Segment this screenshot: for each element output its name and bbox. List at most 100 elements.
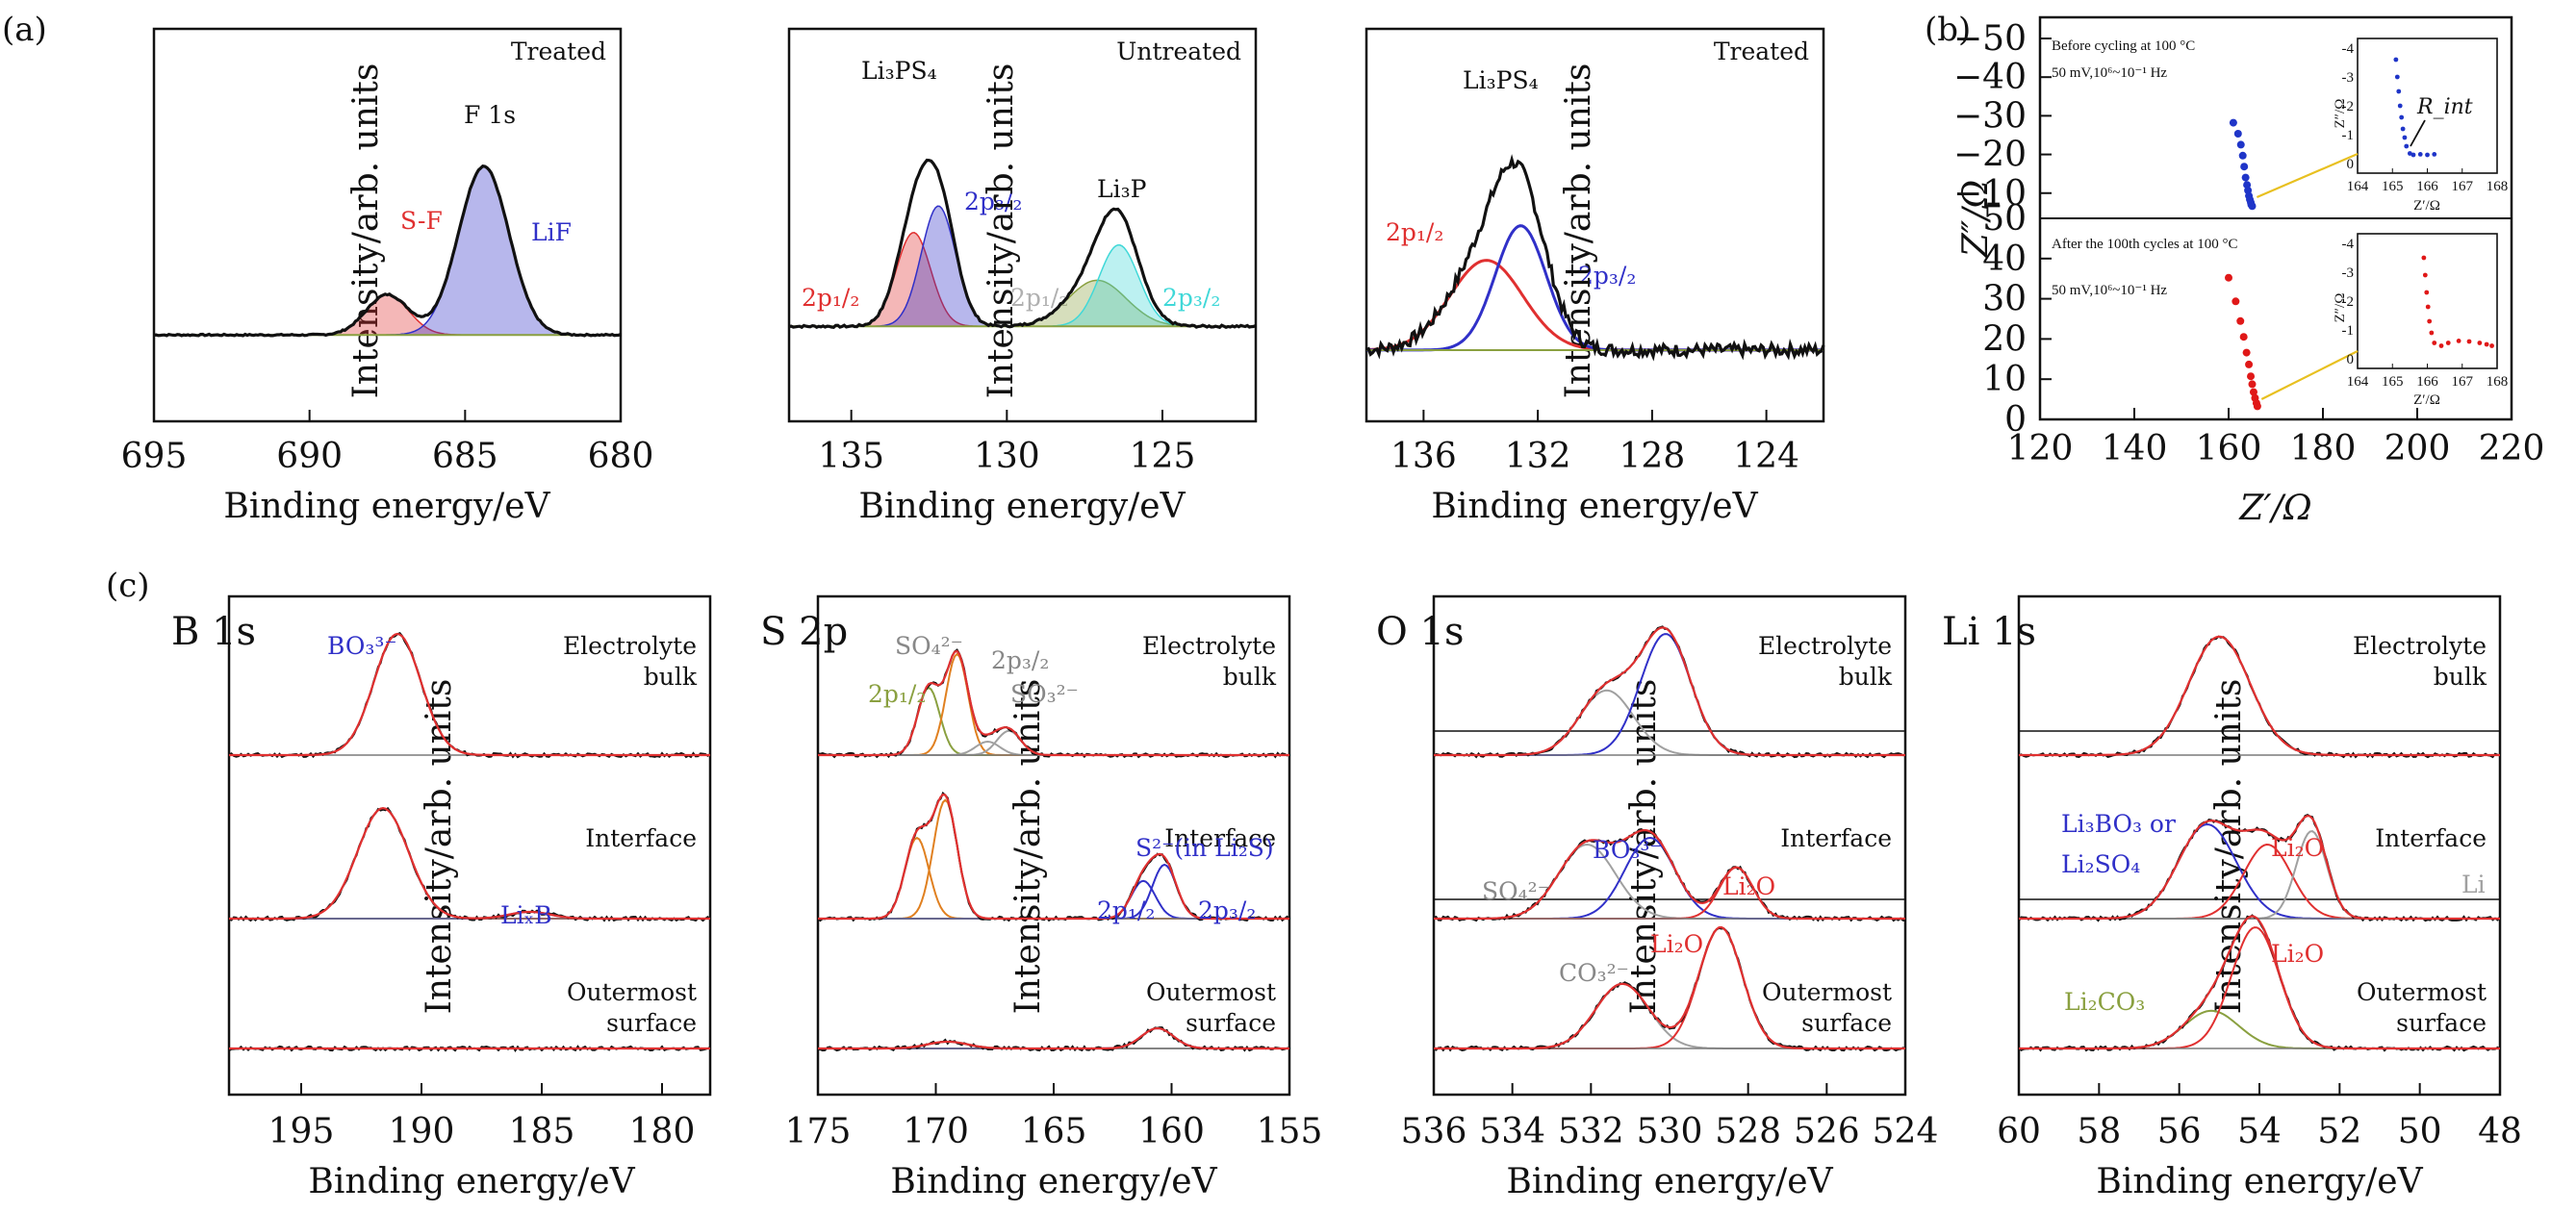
y-tick-label-bottom: 0 [2004,400,2027,440]
inset-y-tick-label: -2 [2342,294,2355,310]
y-axis-label: Intensity/arb. units [346,63,386,399]
peak-annotation: S²⁻(in Li₂S) [1135,834,1274,862]
fit-peak-0-0 [1434,689,1905,756]
peak-annotation: SO₄²⁻ [1482,877,1550,905]
x-tick-label: 190 [389,1112,455,1151]
inset-point [2422,272,2428,278]
layer-label: bulk [644,663,698,691]
y-axis-label: Intensity/arb. units [420,679,459,1015]
y-tick-label-top: −50 [1953,19,2027,59]
panel-label-b: (b) [1925,11,1971,49]
inset-x-tick-label: 166 [2416,374,2438,390]
peak-label-2p32: 2p₃/₂ [964,188,1022,215]
plot-frame [1365,27,1825,423]
inset-point [2438,343,2444,348]
inset-point [2466,339,2472,344]
inset-point [2489,343,2494,348]
inset-y-tick-label: -1 [2342,323,2355,339]
x-tick-label: 128 [1620,437,1686,476]
fit-peak-0-2 [818,729,1289,756]
inset-y-tick-label: -2 [2342,99,2355,114]
x-tick-label: 195 [268,1112,335,1151]
layer-label: bulk [1839,663,1893,691]
chart-c2: S 2p Intensity/arb. units Binding energy… [760,594,1322,1201]
peak-label-2p12: 2p₁/₂ [802,284,859,312]
inset-y-tick-label: 0 [2347,352,2355,367]
eis-point-after [2232,297,2240,306]
eis-point-before [2241,173,2250,182]
eis-point-before [2236,140,2245,149]
fit-peak-0-3 [818,740,1289,756]
envelope-line [153,164,622,338]
inset-x-label: Z′/Ω [2413,198,2440,214]
rint-annotation: R_int [2416,95,2473,119]
inset-point [2424,290,2430,295]
peak-annotation: Li₂SO₄ [2061,850,2140,878]
inset-x-tick-label: 167 [2452,179,2474,194]
layer-label: Electrolyte [2353,632,2487,660]
inset-y-label: Z″/Ω [2333,99,2348,129]
peak-annotation: Li₃BO₃ or [2061,810,2176,838]
plot-frame [787,27,1258,423]
chart-title: S 2p [760,610,848,654]
inset-y-tick-label: -4 [2342,237,2355,252]
layer-label: Outermost [567,978,697,1006]
x-tick-label: 690 [276,437,343,476]
chart-a3: Treated Li₃PS₄ 2p₁/₂ 2p₃/₂ Intensity/arb… [1365,27,1825,526]
eis-point-after [2245,360,2254,368]
x-axis-label: Binding energy/eV [1506,1162,1833,1201]
x-tick-label: 140 [2102,429,2168,468]
inset-point [2445,341,2451,345]
inset-point [2421,255,2427,261]
inset-x-tick-label: 168 [2487,374,2509,390]
inset-y-tick-label: -3 [2342,265,2355,281]
layer-label: surface [1186,1009,1276,1037]
inset-y-tick-label: -3 [2342,70,2355,86]
x-tick-label: 54 [2237,1112,2282,1151]
inset-point [2456,339,2461,343]
eis-point-before [2240,163,2249,171]
inset-frame-after [2357,233,2498,369]
peak-label-li3ps4: Li₃PS₄ [1463,66,1539,94]
series-label-before: Before cycling at 100 °C [2052,38,2195,54]
y-tick-label-top: −40 [1953,58,2027,97]
layer-label: surface [2396,1009,2487,1037]
x-tick-label: 165 [1021,1112,1087,1151]
inset-point [2394,74,2400,80]
x-axis-label: Binding energy/eV [308,1162,635,1201]
fit-sum-line [2019,915,2500,1050]
y-tick-label-bottom: 50 [1982,199,2027,239]
fit-sum-line [818,793,1289,921]
peak-label-s-f: S-F [400,207,443,235]
peak-annotation: BO₃³⁻ [327,632,397,660]
layer-label: Outermost [1146,978,1276,1006]
chart-c4: Li 1s Intensity/arb. units Binding energ… [1942,594,2522,1201]
peak-label-li3p: Li₃P [1097,175,1146,203]
envelope-line [1365,154,1825,362]
inset-point [2425,304,2431,310]
inset-frame-before [2357,38,2498,174]
eis-point-after [2242,348,2251,357]
chart-title: O 1s [1376,610,1464,654]
inset-point [2429,330,2435,336]
eis-point-after [2248,380,2257,389]
chart-a2: Untreated Li₃PS₄ Li₃P 2p₁/₂ 2p₃/₂ 2p₁/₂ … [787,27,1258,526]
y-tick-label-top: −10 [1953,174,2027,214]
peak-label-2p32: 2p₃/₂ [1578,262,1636,290]
inset-x-tick-label: 167 [2452,374,2474,390]
layer-label: Outermost [1762,978,1892,1006]
x-tick-label: 685 [432,437,498,476]
inset-x-tick-label: 164 [2347,374,2369,390]
rint-arrow [2410,119,2426,147]
y-axis-label: Z″/Ω [1956,180,1996,258]
y-tick-label-bottom: 40 [1982,240,2027,279]
inset-x-tick-label: 165 [2382,179,2404,194]
peak-annotation: Li₂O [2271,940,2324,968]
layer-label: Interface [585,824,697,852]
eis-point-before [2248,202,2257,211]
x-tick-label: 132 [1505,437,1571,476]
inset-pointer-before [2256,152,2359,199]
inset-point [2425,152,2430,158]
x-tick-label: 534 [1479,1112,1545,1151]
x-tick-label: 180 [629,1112,696,1151]
